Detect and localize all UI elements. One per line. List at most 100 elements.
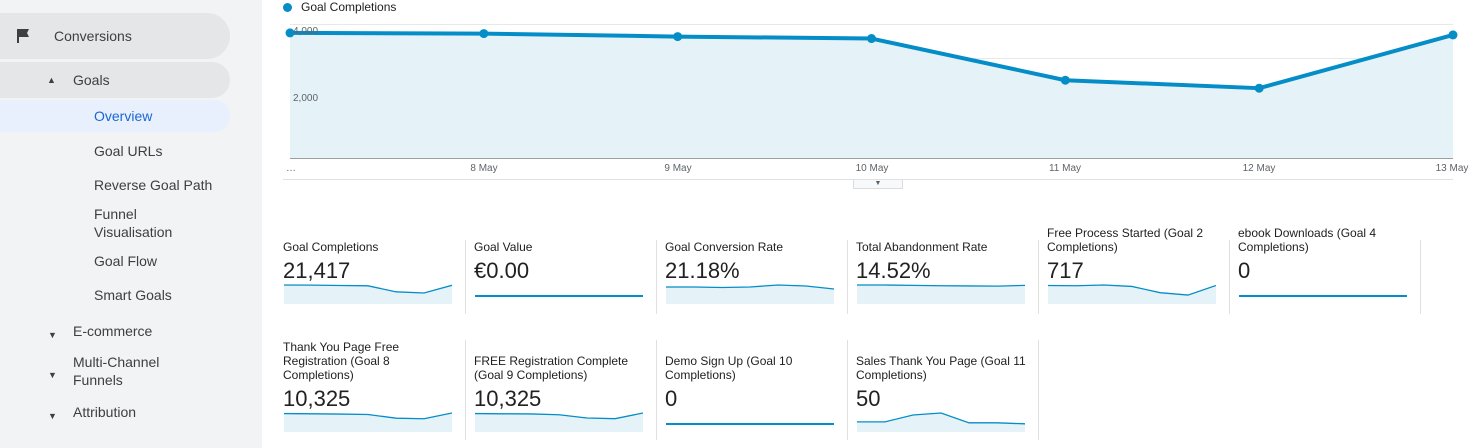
metric-sparkline [666, 423, 834, 432]
metric-sparkline [857, 284, 1025, 304]
x-tick-label: 13 May [1435, 163, 1469, 174]
data-point[interactable] [1254, 83, 1264, 93]
metric-value: 21.18% [665, 258, 740, 283]
nav-multi-channel-funnels[interactable]: ▼ Multi-Channel Funnels [0, 353, 240, 389]
y-tick-label: 4,000 [293, 26, 319, 37]
sparkline-line [666, 284, 834, 290]
data-point[interactable] [673, 32, 683, 42]
sparkline-area [284, 285, 452, 304]
y-tick-label: 2,000 [293, 93, 319, 104]
sparkline-area [857, 285, 1025, 304]
caret-down-icon: ▼ [874, 180, 882, 187]
x-tick-label: 11 May [1048, 163, 1082, 174]
x-tick-label: 12 May [1242, 163, 1276, 174]
sidebar: Conversions ▲ Goals Overview Goal URLs R… [0, 0, 262, 448]
nav-goal-flow[interactable]: Goal Flow [94, 253, 158, 269]
nav-goals-label: Goals [73, 72, 110, 88]
metric-sparkline [666, 284, 834, 304]
metric-sparkline [284, 284, 452, 304]
x-tick-label: 10 May [855, 163, 889, 174]
nav-multichannel-label: Multi-Channel Funnels [73, 353, 159, 389]
metric-value: 0 [1238, 258, 1251, 283]
metric-sparkline [1239, 295, 1407, 304]
sparkline-area [1048, 285, 1216, 304]
nav-conversions-label: Conversions [54, 28, 132, 44]
data-point[interactable] [479, 29, 489, 39]
goal-completions-chart[interactable] [0, 0, 1477, 180]
metric-value: 10,325 [283, 386, 351, 411]
sparkline-area [284, 413, 452, 432]
sparkline-area [666, 424, 834, 432]
x-tick-label: … [286, 163, 296, 174]
sparkline-area [475, 296, 643, 304]
metric-title: Thank You Page Free Registration (Goal 8… [283, 340, 400, 382]
metric-value: 10,325 [474, 386, 542, 411]
caret-down-icon: ▼ [48, 411, 57, 421]
card-divider [656, 340, 657, 440]
legend-label: Goal Completions [301, 0, 397, 14]
nav-funnel-line2: Visualisation [94, 224, 173, 240]
caret-up-icon: ▲ [47, 75, 56, 85]
data-point[interactable] [1448, 30, 1458, 40]
metric-sparkline [475, 295, 643, 304]
chart-legend[interactable]: Goal Completions [283, 0, 396, 14]
metric-title: Sales Thank You Page (Goal 11 Completion… [856, 354, 1026, 382]
sparkline-area [475, 413, 643, 432]
sparkline-area [666, 285, 834, 304]
metric-value: 50 [856, 386, 881, 411]
nav-goal-urls[interactable]: Goal URLs [94, 143, 163, 159]
nav-reverse-goal-path[interactable]: Reverse Goal Path [94, 177, 213, 193]
metric-sparkline [475, 412, 643, 432]
metric-value: 21,417 [283, 258, 351, 283]
nav-attribution-label: Attribution [73, 404, 137, 420]
metric-title: Goal Completions [283, 240, 379, 254]
metric-sparkline [1048, 284, 1216, 304]
x-tick-label: 8 May [470, 163, 498, 174]
metric-title: Goal Conversion Rate [665, 240, 784, 254]
metric-sparkline [284, 412, 452, 432]
data-point[interactable] [285, 28, 295, 38]
sparkline-line [857, 412, 1025, 425]
metric-title: FREE Registration Complete (Goal 9 Compl… [474, 354, 629, 382]
data-point[interactable] [867, 34, 876, 44]
nav-goals[interactable]: ▲ Goals [0, 62, 230, 98]
nav-funnel-visualisation[interactable]: Funnel Visualisation [94, 205, 172, 241]
data-point[interactable] [1060, 75, 1070, 85]
nav-funnel-line1: Funnel [94, 206, 137, 222]
nav-multichannel-line2: Funnels [73, 372, 123, 388]
collapse-chart-button[interactable]: ▼ [853, 180, 903, 189]
metric-value: 717 [1047, 258, 1084, 283]
flag-icon [17, 29, 29, 43]
metric-title: Demo Sign Up (Goal 10 Completions) [665, 354, 793, 382]
nav-multichannel-line1: Multi-Channel [73, 354, 160, 370]
sparkline-line [857, 284, 1025, 287]
nav-ecommerce-label: E-commerce [73, 323, 153, 339]
nav-conversions[interactable]: Conversions [0, 13, 230, 59]
metric-title: Total Abandonment Rate [856, 240, 988, 254]
sparkline-line [284, 412, 452, 420]
card-divider [656, 240, 657, 314]
card-divider [1038, 340, 1039, 440]
metric-value: 14.52% [856, 258, 931, 283]
sparkline-area [857, 413, 1025, 432]
caret-down-icon: ▼ [48, 330, 57, 340]
x-tick-label: 9 May [664, 163, 692, 174]
card-divider [465, 340, 466, 440]
nav-overview[interactable]: Overview [0, 100, 230, 132]
sparkline-line [475, 412, 643, 420]
metric-title: Free Process Started (Goal 2 Completions… [1047, 226, 1204, 254]
chart-divider [283, 179, 1453, 180]
nav-smart-goals[interactable]: Smart Goals [94, 287, 172, 303]
metric-title: Goal Value [474, 240, 533, 254]
metric-value: 0 [665, 386, 678, 411]
nav-overview-label: Overview [94, 108, 153, 124]
card-divider [1038, 240, 1039, 314]
legend-dot-icon [283, 2, 292, 12]
card-divider [1229, 240, 1230, 314]
metric-sparkline [857, 412, 1025, 432]
card-divider [1420, 240, 1421, 314]
card-divider [847, 240, 848, 314]
caret-down-icon: ▼ [48, 370, 57, 380]
sparkline-line [284, 284, 452, 294]
metric-title: ebook Downloads (Goal 4 Completions) [1238, 226, 1377, 254]
